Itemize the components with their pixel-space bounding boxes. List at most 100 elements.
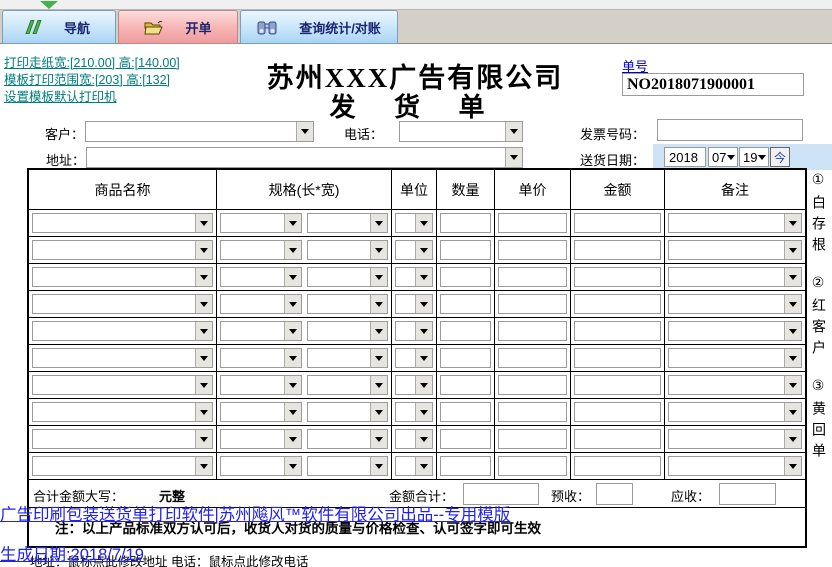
- product-combo[interactable]: [32, 402, 213, 422]
- chevron-down-icon[interactable]: [370, 268, 387, 286]
- chevron-down-icon[interactable]: [195, 295, 212, 313]
- price-input[interactable]: [498, 294, 567, 314]
- note-combo[interactable]: [668, 375, 802, 395]
- price-input[interactable]: [498, 321, 567, 341]
- qty-input[interactable]: [440, 402, 491, 422]
- product-combo[interactable]: [32, 348, 213, 368]
- chevron-down-icon[interactable]: [283, 241, 301, 259]
- spec-width-combo[interactable]: [306, 375, 388, 395]
- chevron-down-icon[interactable]: [784, 268, 801, 286]
- note-combo[interactable]: [668, 267, 802, 287]
- spec-length-combo[interactable]: [220, 456, 302, 476]
- chevron-down-icon[interactable]: [370, 349, 387, 367]
- note-combo[interactable]: [668, 348, 802, 368]
- chevron-down-icon[interactable]: [784, 214, 801, 232]
- chevron-down-icon[interactable]: [370, 457, 387, 475]
- qty-input[interactable]: [440, 456, 491, 476]
- tab-query-stats[interactable]: 查询统计/对账: [240, 10, 398, 44]
- spec-width-combo[interactable]: [306, 213, 388, 233]
- chevron-down-icon[interactable]: [370, 241, 387, 259]
- chevron-down-icon[interactable]: [784, 403, 801, 421]
- chevron-down-icon[interactable]: [370, 295, 387, 313]
- chevron-down-icon[interactable]: [370, 322, 387, 340]
- chevron-down-icon[interactable]: [415, 349, 432, 367]
- chevron-down-icon[interactable]: [784, 295, 801, 313]
- prepay-input[interactable]: [596, 483, 633, 505]
- note-combo[interactable]: [668, 240, 802, 260]
- amount-input[interactable]: [574, 240, 661, 260]
- spec-length-combo[interactable]: [220, 294, 302, 314]
- chevron-down-icon[interactable]: [195, 403, 212, 421]
- qty-input[interactable]: [440, 321, 491, 341]
- chevron-down-icon[interactable]: [415, 241, 432, 259]
- chevron-down-icon[interactable]: [283, 214, 301, 232]
- note-combo[interactable]: [668, 429, 802, 449]
- chevron-down-icon[interactable]: [415, 295, 432, 313]
- spec-length-combo[interactable]: [220, 267, 302, 287]
- chevron-down-icon[interactable]: [283, 295, 301, 313]
- price-input[interactable]: [498, 213, 567, 233]
- spec-length-combo[interactable]: [220, 213, 302, 233]
- order-no-link[interactable]: 单号: [622, 59, 649, 74]
- unit-combo[interactable]: [395, 375, 433, 395]
- chevron-down-icon[interactable]: [296, 122, 313, 141]
- unit-combo[interactable]: [395, 348, 433, 368]
- chevron-down-icon[interactable]: [283, 376, 301, 394]
- chevron-down-icon[interactable]: [370, 430, 387, 448]
- amount-input[interactable]: [574, 375, 661, 395]
- chevron-down-icon[interactable]: [283, 268, 301, 286]
- chevron-down-icon[interactable]: [784, 241, 801, 259]
- qty-input[interactable]: [440, 294, 491, 314]
- address-combo[interactable]: [86, 147, 523, 168]
- link-paper-size[interactable]: 打印走纸宽:[210.00] 高:[140.00]: [4, 56, 180, 70]
- spec-length-combo[interactable]: [220, 240, 302, 260]
- chevron-down-icon[interactable]: [505, 148, 522, 167]
- chevron-down-icon[interactable]: [784, 457, 801, 475]
- chevron-down-icon[interactable]: [415, 268, 432, 286]
- spec-length-combo[interactable]: [220, 375, 302, 395]
- amount-input[interactable]: [574, 429, 661, 449]
- link-template-range[interactable]: 模板打印范围宽:[203] 高:[132]: [4, 73, 171, 87]
- chevron-down-icon[interactable]: [195, 457, 212, 475]
- date-day-combo[interactable]: 19: [739, 147, 769, 167]
- spec-width-combo[interactable]: [306, 294, 388, 314]
- unit-combo[interactable]: [395, 321, 433, 341]
- amount-input[interactable]: [574, 456, 661, 476]
- spec-length-combo[interactable]: [220, 402, 302, 422]
- chevron-down-icon[interactable]: [195, 376, 212, 394]
- link-default-printer[interactable]: 设置模板默认打印机: [4, 90, 117, 104]
- qty-input[interactable]: [440, 267, 491, 287]
- product-combo[interactable]: [32, 213, 213, 233]
- qty-input[interactable]: [440, 429, 491, 449]
- amount-sum-input[interactable]: [463, 483, 539, 505]
- product-combo[interactable]: [32, 429, 213, 449]
- chevron-down-icon[interactable]: [784, 349, 801, 367]
- chevron-down-icon[interactable]: [415, 376, 432, 394]
- customer-combo[interactable]: [85, 121, 314, 142]
- unit-combo[interactable]: [395, 456, 433, 476]
- tab-navigation[interactable]: 导航: [2, 10, 116, 44]
- chevron-down-icon[interactable]: [415, 322, 432, 340]
- note-combo[interactable]: [668, 321, 802, 341]
- order-no-field[interactable]: NO2018071900001: [622, 73, 804, 96]
- price-input[interactable]: [498, 348, 567, 368]
- chevron-down-icon[interactable]: [784, 376, 801, 394]
- chevron-down-icon[interactable]: [195, 322, 212, 340]
- note-combo[interactable]: [668, 402, 802, 422]
- spec-width-combo[interactable]: [306, 456, 388, 476]
- product-combo[interactable]: [32, 456, 213, 476]
- unit-combo[interactable]: [395, 213, 433, 233]
- chevron-down-icon[interactable]: [415, 430, 432, 448]
- amount-input[interactable]: [574, 402, 661, 422]
- price-input[interactable]: [498, 429, 567, 449]
- date-year-field[interactable]: 2018: [664, 147, 706, 167]
- note-combo[interactable]: [668, 294, 802, 314]
- price-input[interactable]: [498, 456, 567, 476]
- chevron-down-icon[interactable]: [283, 430, 301, 448]
- chevron-down-icon[interactable]: [283, 322, 301, 340]
- chevron-down-icon[interactable]: [415, 403, 432, 421]
- price-input[interactable]: [498, 402, 567, 422]
- amount-input[interactable]: [574, 348, 661, 368]
- chevron-down-icon[interactable]: [195, 349, 212, 367]
- unit-combo[interactable]: [395, 402, 433, 422]
